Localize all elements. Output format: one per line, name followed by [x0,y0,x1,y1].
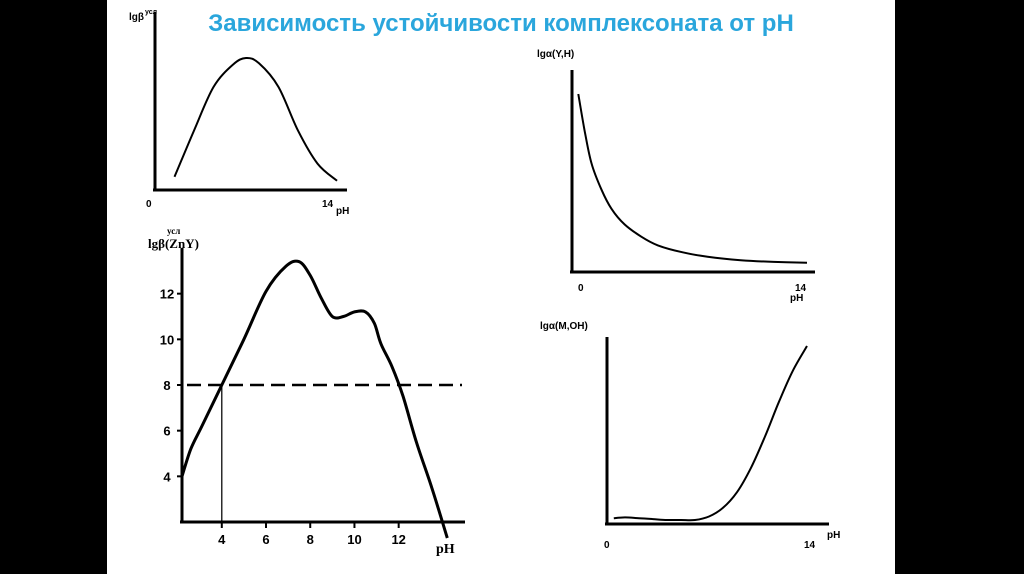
chart-bottom-left: lgβ(ZnY) усл pH 4 6 8 10 12 4 6 8 10 12 [148,226,465,557]
y-tick-label: 12 [160,287,174,302]
x-tick-label: 12 [391,532,405,547]
y-axis-label: lgα(M,OH) [540,321,588,332]
y-axis-label: lgα(Y,H) [537,49,574,60]
y-axis-label-sup: усл [145,9,157,16]
y-axis-label: lgβ [129,12,144,23]
series-line [613,345,808,522]
x-tick-label: 8 [307,532,314,547]
chart-bottom-right: lgα(M,OH) 0 14 pH [540,321,840,551]
x-tick-label: 4 [218,532,226,547]
x-axis-label: pH [436,542,455,557]
y-tick-label: 8 [163,378,170,393]
series-line [577,93,808,264]
slide-title: Зависимость устойчивости комплексоната о… [208,10,794,37]
x-axis-label: pH [790,293,803,304]
x-tick-label-14: 14 [804,540,816,551]
y-tick-label: 6 [163,424,170,439]
series-line [180,259,449,539]
slide: Зависимость устойчивости комплексоната о… [107,0,895,574]
x-tick-label: 10 [347,532,361,547]
x-tick-label-0: 0 [604,540,610,551]
x-tick-label-0: 0 [146,199,152,210]
y-tick-label: 10 [160,332,174,347]
chart-top-left: lgβ усл 0 14 pH [129,9,349,217]
y-axis-label-sup: усл [167,226,180,236]
x-tick-label: 6 [262,532,269,547]
x-tick-label-14: 14 [322,199,334,210]
y-axis-label: lgβ(ZnY) [148,236,199,251]
x-tick-label-0: 0 [578,283,584,294]
ticks: 4 6 8 10 12 4 6 8 10 12 [160,287,406,547]
charts-canvas: lgβ усл 0 14 pH lgα(Y,H) 0 14 pH lgβ(ZnY… [129,9,840,557]
y-tick-label: 4 [163,469,171,484]
series-line [173,56,338,182]
x-tick-label-14: 14 [795,283,807,294]
x-axis-label: pH [336,206,349,217]
chart-top-right: lgα(Y,H) 0 14 pH [537,49,815,304]
x-axis-label: pH [827,530,840,541]
